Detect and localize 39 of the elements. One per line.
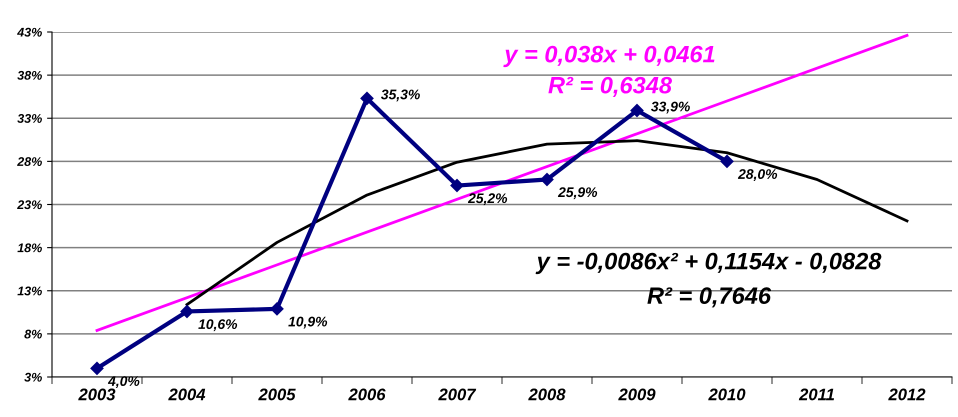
- annotation: y = 0,038x + 0,0461: [503, 46, 714, 68]
- point: [360, 92, 374, 105]
- annotation: R² = 0,6348: [548, 76, 672, 97]
- y-tick-label: 38%: [17, 70, 42, 80]
- point: [90, 362, 104, 375]
- x-tick-label: 2007: [438, 388, 476, 400]
- data-label: 28,0%: [738, 169, 778, 182]
- point: [270, 302, 284, 316]
- point: [180, 304, 194, 318]
- annotation: R² = 0,7646: [647, 287, 772, 308]
- line-series: [96, 34, 908, 332]
- point: [720, 154, 734, 168]
- y-tick-label: 33%: [17, 114, 42, 123]
- data-label: 35,3%: [380, 90, 420, 102]
- x-tick-label: 2005: [258, 388, 296, 400]
- x-tick-label: 2009: [618, 388, 656, 400]
- data-label: 25,2%: [468, 193, 508, 206]
- x-tick-label: 2003: [78, 388, 116, 400]
- annotation: y = -0,0086x² + 0,1154x - 0,0828: [536, 252, 882, 274]
- y-tick-label: 3%: [24, 372, 42, 382]
- y-tick-label: 23%: [17, 200, 42, 210]
- data-label: 10,9%: [288, 316, 328, 328]
- x-tick-label: 2004: [168, 388, 206, 400]
- y-tick-label: 43%: [17, 28, 42, 37]
- x-tick-label: 2011: [798, 388, 834, 400]
- y-tick-label: 13%: [17, 286, 42, 296]
- point: [540, 172, 554, 186]
- point: [630, 104, 644, 118]
- data-label: 33,9%: [650, 102, 690, 114]
- x-tick-label: 2010: [708, 388, 746, 400]
- data-label: 25,9%: [558, 187, 598, 200]
- point: [450, 178, 464, 192]
- x-tick-label: 2008: [528, 388, 566, 400]
- x-tick-label: 2012: [888, 388, 926, 400]
- x-tick-label: 2006: [348, 388, 386, 400]
- y-tick-label: 28%: [17, 157, 42, 166]
- y-tick-label: 18%: [17, 243, 42, 252]
- data-label: 10,6%: [198, 319, 238, 332]
- y-tick-label: 8%: [24, 330, 42, 339]
